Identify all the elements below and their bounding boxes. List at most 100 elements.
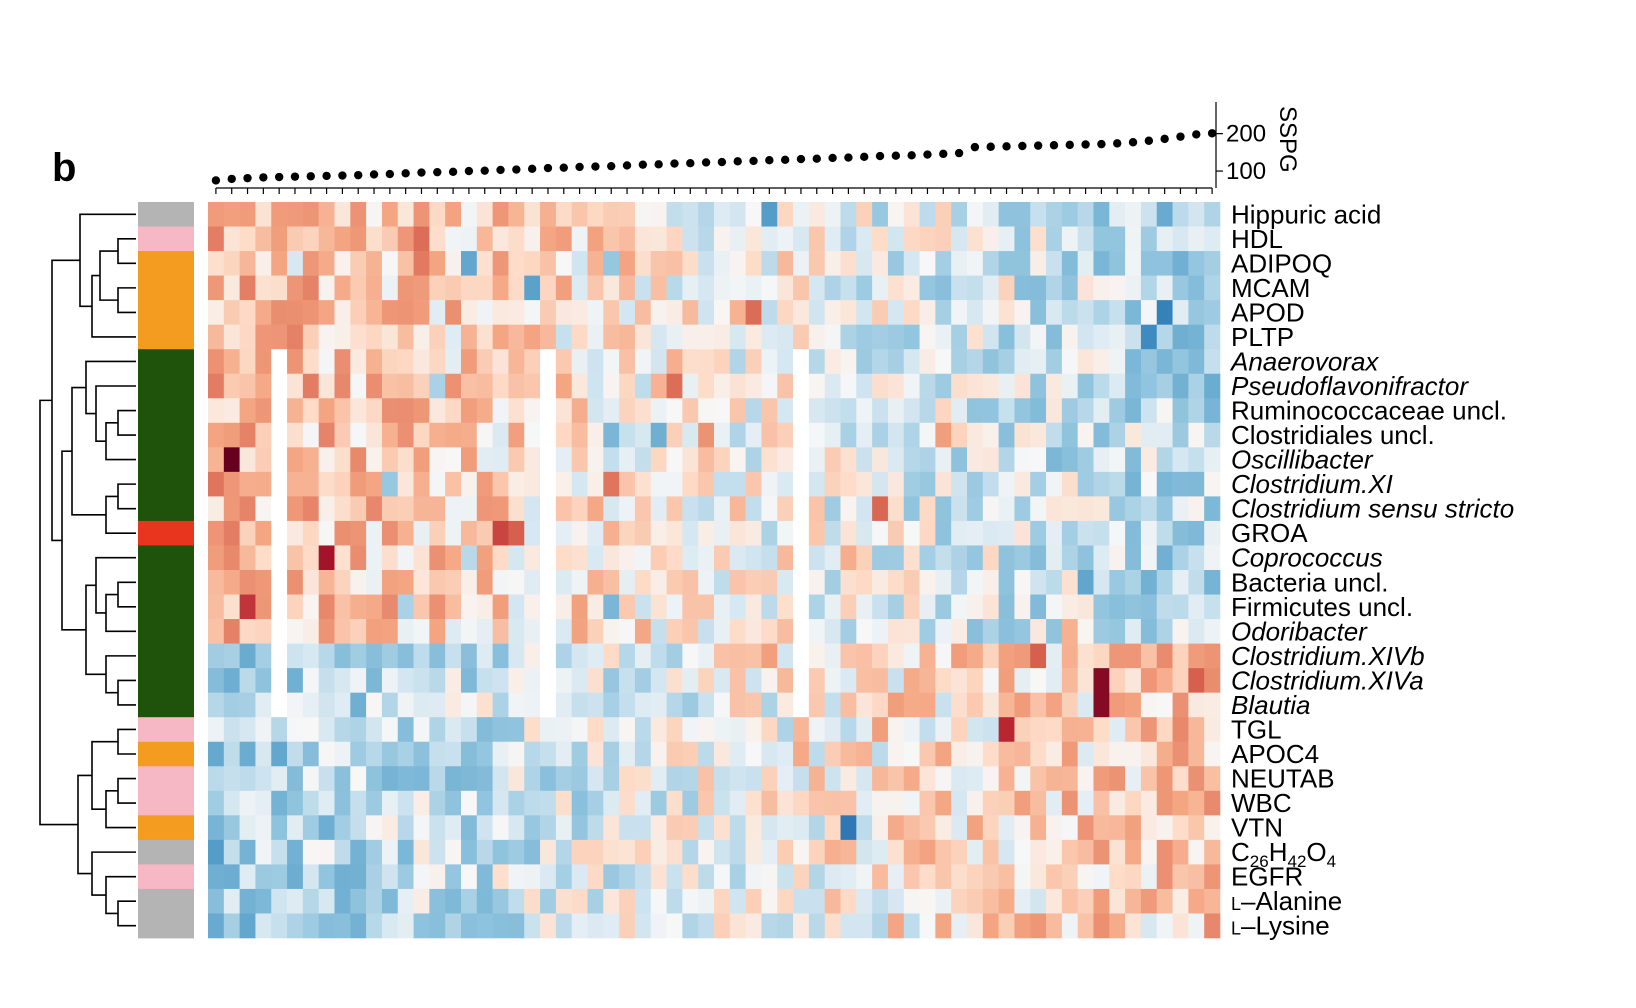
heatmap-cell: [919, 717, 936, 743]
heatmap-cell: [1093, 594, 1110, 620]
group-swatch: [138, 570, 194, 595]
heatmap-cell: [1140, 520, 1158, 546]
heatmap-cell: [1046, 913, 1063, 939]
heatmap-cell: [903, 226, 920, 252]
heatmap-cell: [1140, 275, 1158, 301]
heatmap-cell: [223, 202, 240, 227]
heatmap-cell: [287, 545, 304, 571]
heatmap-cell: [840, 888, 857, 914]
heatmap-cell: [761, 668, 778, 693]
heatmap-cell: [524, 275, 541, 301]
heatmap-cell: [634, 520, 652, 546]
heatmap-cell: [1156, 570, 1173, 595]
heatmap-cell: [1046, 741, 1063, 767]
heatmap-cell: [255, 692, 272, 718]
heatmap-cell: [540, 913, 557, 939]
heatmap-cell: [445, 226, 462, 252]
heatmap-cell: [793, 717, 810, 743]
heatmap-cell: [1093, 790, 1110, 816]
heatmap-cell: [350, 275, 367, 301]
heatmap-cell: [1204, 447, 1221, 473]
heatmap-cell: [397, 447, 414, 473]
dendrogram-branch: [117, 238, 136, 265]
heatmap-cell: [793, 398, 810, 424]
heatmap-cell: [524, 815, 541, 841]
heatmap-cell: [1014, 864, 1031, 890]
heatmap-cell: [571, 741, 588, 767]
heatmap-cell: [682, 496, 699, 522]
heatmap-cell: [872, 251, 889, 276]
heatmap-cell: [318, 447, 335, 473]
heatmap-cell: [856, 349, 873, 375]
heatmap-cell: [1030, 300, 1047, 325]
heatmap-cell: [587, 520, 604, 546]
sspg-point: [686, 158, 695, 168]
heatmap-cell: [698, 300, 715, 325]
heatmap-cell: [935, 913, 952, 939]
heatmap-cell: [540, 349, 557, 375]
heatmap-cell: [271, 643, 288, 669]
heatmap-cell: [698, 643, 715, 669]
heatmap-cell: [919, 349, 936, 375]
heatmap-cell: [397, 839, 414, 865]
heatmap-cell: [1140, 570, 1158, 595]
heatmap-cell: [1061, 668, 1078, 693]
heatmap-cell: [935, 251, 952, 276]
heatmap-cell: [524, 692, 541, 718]
heatmap-cell: [1172, 766, 1189, 792]
heatmap-cell: [698, 839, 715, 865]
heatmap-cell: [840, 471, 857, 497]
heatmap-cell: [1014, 447, 1031, 473]
heatmap-cell: [982, 398, 999, 424]
heatmap-cell: [1172, 692, 1189, 718]
row-label: Bacteria uncl.: [1231, 567, 1389, 597]
heatmap-cell: [1204, 545, 1221, 571]
heatmap-cell: [1125, 741, 1142, 767]
heatmap-cell: [508, 324, 525, 350]
heatmap-cell: [1014, 496, 1031, 522]
heatmap-cell: [666, 324, 683, 350]
heatmap-cell: [935, 275, 952, 301]
heatmap-cell: [967, 447, 984, 473]
heatmap-cell: [887, 275, 905, 301]
heatmap-cell: [1109, 226, 1126, 252]
group-swatch: [138, 888, 194, 914]
heatmap-cell: [603, 373, 620, 399]
heatmap-cell: [381, 643, 399, 669]
heatmap-cell: [761, 422, 778, 448]
heatmap-cell: [1077, 398, 1094, 424]
heatmap-cell: [381, 839, 399, 865]
heatmap-cell: [998, 766, 1015, 792]
heatmap-cell: [492, 619, 509, 644]
heatmap-cell: [619, 790, 636, 816]
heatmap-cell: [919, 864, 936, 890]
heatmap-cell: [951, 422, 968, 448]
heatmap-cell: [682, 349, 699, 375]
dendrogram-branch: [117, 679, 136, 706]
sspg-point: [211, 176, 221, 185]
heatmap-cell: [476, 766, 493, 792]
heatmap-cell: [824, 692, 841, 718]
heatmap-cell: [619, 398, 636, 424]
heatmap-cell: [492, 570, 509, 595]
sspg-point: [1097, 139, 1106, 149]
heatmap-cell: [381, 790, 399, 816]
heatmap-cell: [967, 300, 984, 325]
heatmap-cell: [429, 398, 446, 424]
heatmap-cell: [951, 300, 968, 325]
row-label: Blautia: [1231, 690, 1311, 720]
heatmap-cell: [887, 888, 905, 914]
heatmap-cell: [714, 594, 731, 620]
heatmap-cell: [1061, 520, 1078, 546]
heatmap-cell: [239, 815, 256, 841]
heatmap-cell: [1061, 447, 1078, 473]
heatmap-cell: [350, 373, 367, 399]
heatmap-cell: [729, 913, 746, 939]
heatmap-cell: [1204, 300, 1221, 325]
heatmap-cell: [619, 815, 636, 841]
heatmap-cell: [381, 692, 399, 718]
heatmap-cell: [1014, 668, 1031, 693]
heatmap-cell: [271, 373, 288, 399]
heatmap-cell: [698, 766, 715, 792]
heatmap-cell: [856, 692, 873, 718]
